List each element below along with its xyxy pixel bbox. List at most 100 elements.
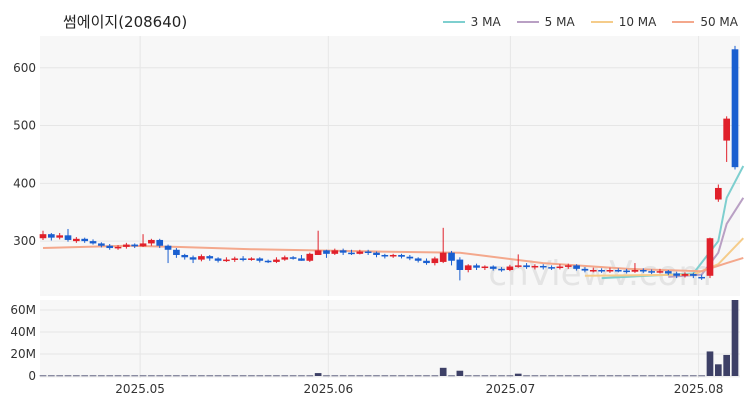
candle-body <box>348 252 355 255</box>
legend-label: 10 MA <box>618 15 657 29</box>
candle <box>664 270 672 276</box>
candle <box>423 258 430 265</box>
volume-bar <box>548 375 555 377</box>
candle <box>656 268 664 274</box>
volume-bar <box>723 354 730 376</box>
volume-bar <box>98 375 105 377</box>
candle <box>81 237 89 243</box>
candle <box>339 248 347 255</box>
candle-body <box>631 270 639 272</box>
volume-bar <box>306 375 314 377</box>
candle-body <box>364 251 372 254</box>
candle <box>239 256 247 262</box>
candle <box>348 249 355 255</box>
price-series <box>39 45 745 281</box>
candle-body <box>131 244 139 247</box>
candle-body <box>539 265 547 268</box>
volume-bar <box>448 375 455 377</box>
candle-body <box>423 260 430 264</box>
candle-body <box>164 245 172 250</box>
candle <box>573 264 580 271</box>
volume-bar <box>323 375 330 377</box>
volume-bar <box>206 375 214 377</box>
candle-body <box>464 265 472 270</box>
candle <box>148 238 155 246</box>
volume-bar <box>614 375 622 377</box>
volume-bar <box>48 375 55 377</box>
candle-body <box>473 265 480 268</box>
candle-body <box>89 241 97 244</box>
candle-body <box>298 258 305 261</box>
candle-body <box>731 49 739 168</box>
volume-bar <box>681 375 689 377</box>
candle-body <box>73 238 80 242</box>
candle <box>448 250 455 266</box>
candle <box>131 243 139 249</box>
candle-body <box>181 254 189 258</box>
volume-bar <box>714 364 722 376</box>
candle-body <box>289 257 297 259</box>
candle-body <box>381 254 389 257</box>
candle-body <box>173 249 180 255</box>
volume-bar <box>623 375 630 377</box>
candle <box>264 259 272 264</box>
candle <box>731 45 739 170</box>
candle-body <box>406 256 414 259</box>
candle <box>606 267 614 273</box>
candle <box>489 265 497 271</box>
candle <box>364 249 372 255</box>
legend-swatch <box>442 21 465 23</box>
volume-bar <box>648 375 655 377</box>
price-tick-label: 300 <box>13 234 36 248</box>
candle <box>123 242 130 249</box>
volume-bar <box>123 375 130 377</box>
candle-body <box>331 250 339 254</box>
volume-bar <box>606 375 614 377</box>
candle <box>356 249 364 255</box>
candle-body <box>581 268 589 271</box>
legend-swatch <box>590 21 613 23</box>
volume-bar <box>373 375 380 377</box>
candle-body <box>698 276 705 279</box>
candle <box>139 234 147 247</box>
legend-label: 50 MA <box>700 15 738 29</box>
candle <box>273 257 280 264</box>
candle-body <box>148 239 155 244</box>
candle <box>723 116 730 162</box>
candle <box>481 265 489 270</box>
volume-bar <box>489 375 497 377</box>
candle-body <box>556 266 564 269</box>
chart-legend: 3 MA 5 MA 10 MA 50 MA <box>442 15 738 29</box>
candle <box>464 264 472 273</box>
volume-bar <box>156 375 164 377</box>
volume-bar <box>148 375 155 377</box>
candle-body <box>264 260 272 263</box>
candle <box>164 244 172 264</box>
candle-body <box>98 243 105 246</box>
candle-body <box>248 258 255 260</box>
volume-bar <box>173 375 180 377</box>
candle <box>706 237 714 279</box>
candle <box>189 255 197 264</box>
candle-body <box>206 256 214 259</box>
candle-body <box>189 257 197 260</box>
volume-bar <box>139 375 147 377</box>
date-tick-label: 2025.08 <box>674 382 724 396</box>
volume-bar <box>89 375 97 377</box>
volume-bar <box>198 375 205 377</box>
volume-panel-background <box>40 300 740 378</box>
volume-bar <box>314 373 322 376</box>
candle <box>48 233 55 241</box>
legend-item: 3 MA <box>442 15 501 29</box>
volume-bar <box>689 375 697 377</box>
volume-bar <box>239 375 247 377</box>
volume-bar <box>181 375 189 377</box>
candle-body <box>389 254 397 257</box>
candle-body <box>439 252 447 262</box>
candle <box>206 254 214 261</box>
volume-bar <box>531 375 539 377</box>
candle-body <box>531 265 539 268</box>
candle <box>373 251 380 258</box>
candle-body <box>239 258 247 260</box>
